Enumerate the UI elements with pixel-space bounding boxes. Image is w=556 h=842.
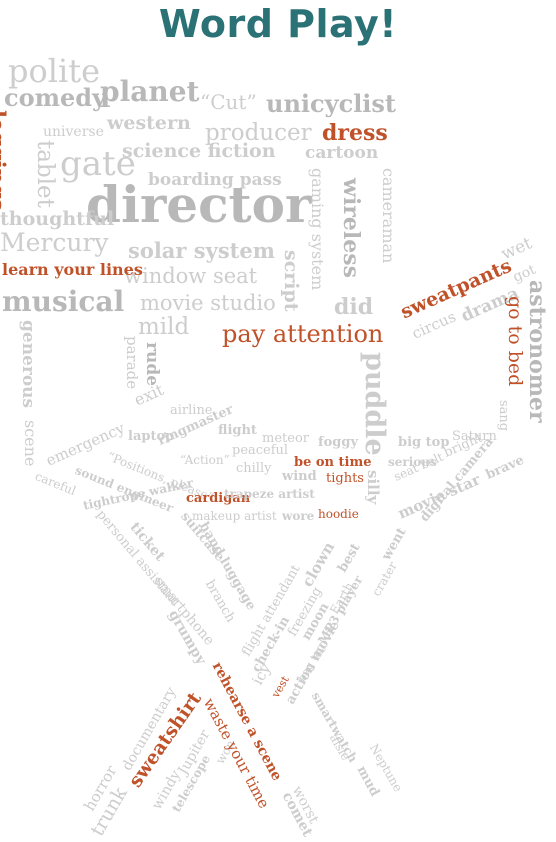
word-tablet: tablet: [32, 140, 58, 208]
word-meteor: meteor: [262, 431, 309, 446]
word-peaceful: peaceful: [232, 443, 289, 458]
word-mild: mild: [138, 314, 190, 340]
word-wore: wore: [282, 509, 315, 523]
word-unicyclist: unicyclist: [266, 89, 397, 118]
word-cut: “Cut”: [200, 90, 257, 114]
word-saturn: Saturn: [452, 429, 497, 444]
word-action: “Action”: [180, 453, 230, 467]
word-director: director: [86, 175, 312, 234]
word-western: western: [107, 112, 191, 134]
word-clown: clown: [298, 538, 339, 590]
word-trapeze-artist: trapeze artist: [224, 487, 315, 501]
word-go-to-bed: go to bed: [504, 296, 526, 387]
word-script: script: [280, 250, 302, 312]
word-cardigan: cardigan: [186, 491, 251, 506]
word-sang: sang: [496, 400, 511, 432]
word-pay-attention: pay attention: [222, 320, 384, 348]
word-crater: crater: [369, 559, 400, 599]
word-chilly: chilly: [236, 461, 272, 476]
word-boarding-pass: boarding pass: [148, 170, 282, 190]
word-serious: serious: [388, 455, 437, 469]
word-wind: wind: [282, 469, 317, 484]
word-cartoon: cartoon: [305, 143, 379, 163]
word-comedy: comedy: [4, 83, 107, 112]
word-learn-your-lines: learn your lines: [2, 260, 143, 279]
word-careful: careful: [33, 469, 78, 499]
word-parade: parade: [123, 336, 141, 390]
word-makeup-artist: makeup artist: [192, 509, 277, 523]
word-universe: universe: [43, 124, 104, 140]
word-movie-studio: movie studio: [140, 291, 276, 315]
word-wireless: wireless: [338, 178, 364, 279]
word-brave: brave: [483, 452, 527, 483]
word-mercury: Mercury: [0, 228, 109, 257]
word-dress: dress: [322, 120, 388, 146]
page-title: Word Play!: [158, 2, 398, 46]
word-science-fiction: science fiction: [122, 140, 276, 162]
word-leggings: leggings: [0, 110, 10, 211]
word-puddle: puddle: [359, 352, 390, 456]
word-cameraman: cameraman: [379, 168, 398, 264]
word-solar-system: solar system: [128, 238, 275, 263]
word-big-top: big top: [398, 435, 450, 450]
word-be-on-time: be on time: [294, 455, 372, 470]
word-scene: scene: [21, 420, 40, 467]
word-did: did: [334, 294, 374, 320]
word-generous: generous: [18, 320, 38, 409]
word-polite: polite: [8, 52, 101, 90]
word-went: went: [379, 525, 410, 563]
word-mud: mud: [353, 763, 383, 800]
word-musical: musical: [2, 285, 125, 318]
word-window-seat: window seat: [124, 264, 258, 288]
word-airline: airline: [170, 403, 213, 418]
word-foggy: foggy: [318, 435, 358, 450]
word-tights: tights: [326, 471, 364, 486]
word-planet: planet: [100, 75, 200, 108]
word-producer: producer: [205, 120, 312, 146]
word-gate: gate: [60, 144, 136, 184]
word-flight: flight: [218, 423, 257, 438]
word-best: best: [335, 540, 364, 575]
word-astronomer: astronomer: [524, 280, 550, 423]
word-laptop: laptop: [128, 429, 175, 444]
word-thoughtful: thoughtful: [0, 208, 115, 230]
word-gaming-system: gaming system: [308, 168, 327, 291]
word-wet: wet: [498, 233, 536, 265]
word-silly: silly: [364, 470, 382, 505]
word-hoodie: hoodie: [318, 507, 359, 521]
